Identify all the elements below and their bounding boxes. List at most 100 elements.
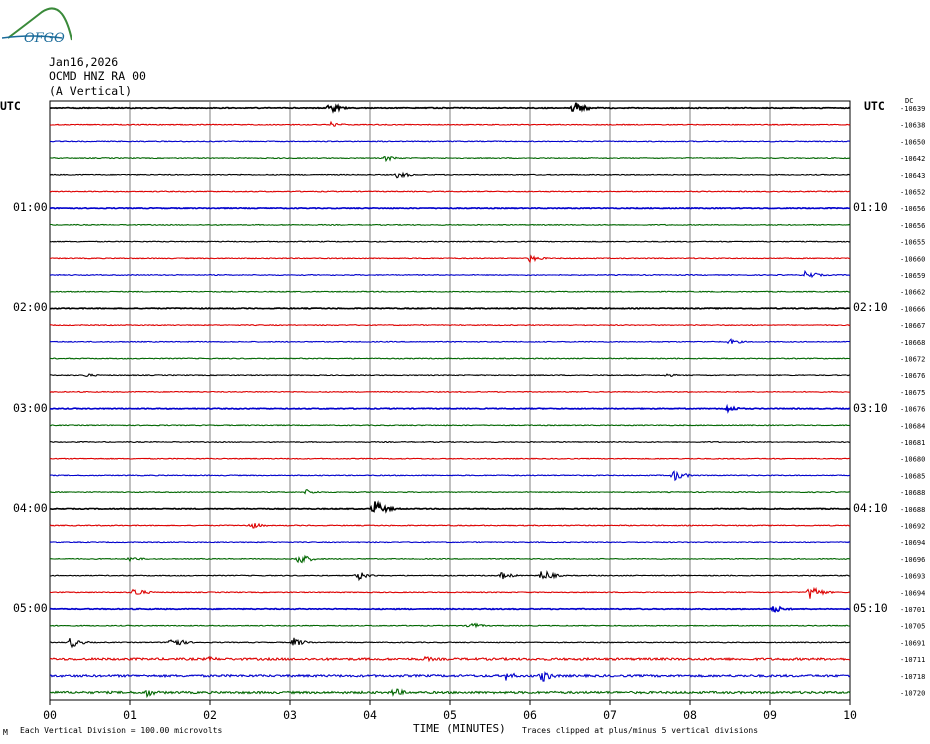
trace-22: [49, 470, 850, 482]
dc-offset-label: -10643: [900, 172, 925, 180]
trace-16: [50, 373, 851, 378]
trace-18: [49, 403, 851, 414]
trace-14: [49, 338, 851, 345]
right-timezone: UTC: [864, 99, 885, 113]
x-tick-label: 00: [43, 708, 57, 722]
x-tick-label: 08: [683, 708, 697, 722]
trace-6: [49, 206, 850, 210]
left-hour-label: 04:00: [13, 500, 48, 515]
left-hour-label: 03:00: [13, 400, 48, 415]
trace-9: [49, 254, 851, 264]
dc-offset-label: -10667: [900, 322, 925, 330]
dc-offset-label: -10655: [900, 239, 925, 247]
right-hour-label: 02:10: [853, 300, 888, 315]
dc-offset-label: -10656: [900, 222, 925, 230]
trace-30: [49, 605, 850, 613]
trace-17: [49, 390, 851, 394]
x-tick-label: 03: [283, 708, 297, 722]
trace-7: [49, 223, 851, 226]
dc-offset-label: -10652: [900, 189, 925, 197]
dc-offset-label: -10680: [900, 456, 925, 464]
dc-header-tag: DC: [905, 97, 914, 105]
trace-31: [49, 622, 851, 629]
x-tick-label: 07: [603, 708, 617, 722]
trace-2: [49, 140, 851, 143]
left-hour-label: 02:00: [13, 300, 48, 315]
trace-20: [49, 440, 851, 444]
x-axis-label: TIME (MINUTES): [413, 722, 506, 735]
trace-5: [49, 190, 851, 193]
dc-offset-label: -10681: [900, 439, 925, 447]
right-hour-label: 04:10: [853, 500, 888, 515]
dc-offset-label: -10638: [900, 122, 925, 130]
trace-3: [49, 155, 851, 163]
x-tick-label: 05: [443, 708, 457, 722]
component-name: (A Vertical): [49, 84, 133, 98]
trace-15: [50, 357, 851, 360]
trace-28: [49, 569, 850, 582]
dc-offset-label: -10711: [900, 656, 925, 664]
dc-offset-label: -10694: [900, 539, 925, 547]
dc-offset-label: -10720: [900, 690, 925, 698]
trace-21: [49, 457, 851, 460]
left-hour-label: 05:00: [13, 601, 48, 615]
footer-mark: M: [3, 728, 8, 737]
dc-offset-label: -10688: [900, 489, 925, 497]
trace-29: [49, 586, 851, 599]
dc-offset-label: -10685: [900, 472, 925, 480]
dc-offset-label: -10701: [900, 606, 925, 614]
trace-4: [49, 171, 851, 179]
right-hour-label: 01:10: [853, 200, 888, 215]
trace-32: [50, 637, 851, 649]
right-hour-label: 05:10: [853, 601, 888, 615]
dc-offset-label: -10693: [900, 573, 925, 581]
trace-24: [49, 500, 851, 514]
trace-35: [49, 688, 851, 699]
dc-offset-label: -10666: [900, 305, 925, 313]
dc-offset-label: -10668: [900, 339, 925, 347]
dc-offset-label: -10718: [900, 673, 925, 681]
scale-note: Each Vertical Division = 100.00 microvol…: [20, 726, 223, 735]
dc-offset-label: -10705: [900, 623, 925, 631]
ofgo-logo: OFGO: [2, 7, 72, 44]
dc-offset-label: -10676: [900, 406, 925, 414]
left-hour-label: 01:00: [13, 200, 48, 215]
trace-10: [49, 269, 851, 279]
station-name: OCMD HNZ RA 00: [49, 69, 146, 83]
dc-offset-label: -10660: [900, 255, 925, 263]
trace-34: [49, 671, 851, 682]
dc-offset-label: -10642: [900, 155, 925, 163]
x-tick-label: 01: [123, 708, 137, 722]
dc-offset-label: -10696: [900, 556, 925, 564]
dc-offset-label: -10659: [900, 272, 925, 280]
dc-offset-label: -10639: [900, 105, 925, 113]
x-tick-label: 06: [523, 708, 537, 722]
x-tick-label: 02: [203, 708, 217, 722]
trace-12: [49, 306, 851, 310]
x-tick-label: 10: [843, 708, 857, 722]
trace-0: [49, 102, 851, 114]
trace-23: [49, 488, 851, 495]
clip-note: Traces clipped at plus/minus 5 vertical …: [522, 726, 759, 735]
left-timezone: UTC: [0, 99, 21, 113]
dc-offset-label: -10675: [900, 389, 925, 397]
dc-offset-label: -10676: [900, 372, 925, 380]
chart-date: Jan16,2026: [49, 55, 119, 69]
trace-33: [49, 655, 851, 663]
x-tick-label: 09: [763, 708, 777, 722]
dc-offset-label: -10656: [900, 205, 925, 213]
dc-offset-label: -10694: [900, 589, 925, 597]
dc-offset-label: -10662: [900, 289, 925, 297]
dc-offset-label: -10688: [900, 506, 925, 514]
right-hour-label: 03:10: [853, 400, 888, 415]
trace-1: [49, 120, 851, 127]
trace-11: [50, 290, 850, 293]
trace-26: [49, 541, 851, 544]
trace-27: [49, 554, 851, 564]
dc-offset-label: -10691: [900, 639, 925, 647]
trace-13: [49, 324, 851, 327]
x-tick-label: 04: [363, 708, 377, 722]
trace-8: [49, 240, 851, 243]
trace-25: [49, 522, 851, 529]
